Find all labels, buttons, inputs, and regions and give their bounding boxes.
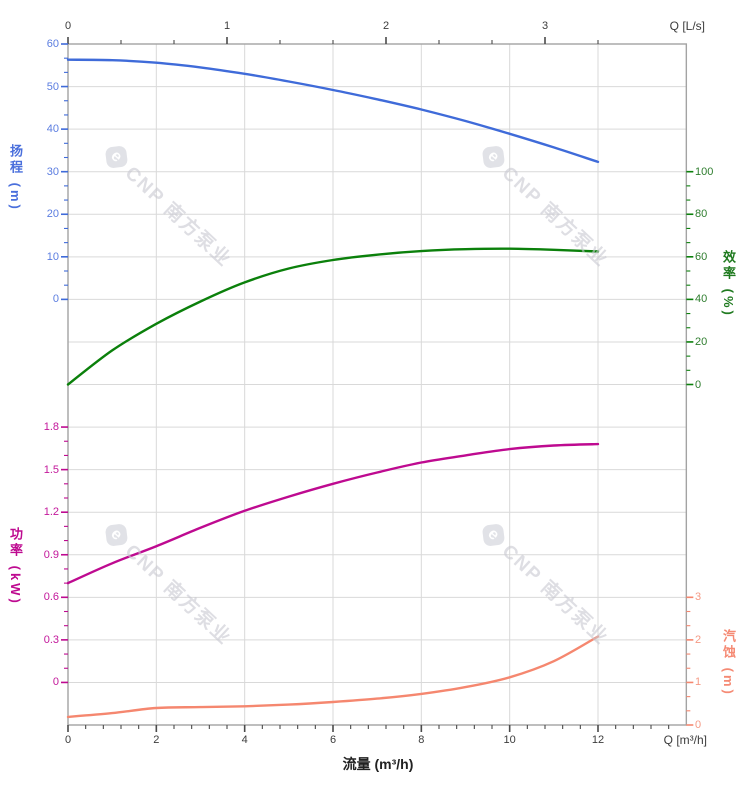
npsh-tick-label: 1 bbox=[695, 676, 702, 689]
power-tick-label: 0.6 bbox=[43, 591, 59, 604]
head-tick-label: 30 bbox=[46, 165, 59, 178]
x-bottom-tick-label: 8 bbox=[418, 734, 425, 746]
x-top-tick-label: 1 bbox=[223, 20, 231, 32]
power-tick-label: 1.8 bbox=[43, 421, 59, 434]
efficiency-tick-label: 80 bbox=[695, 208, 708, 221]
head-tick-label: 10 bbox=[46, 250, 59, 263]
x-top-tick-label: 2 bbox=[382, 20, 390, 32]
power-tick-label: 1.5 bbox=[43, 463, 59, 476]
flow-axis-title: 流量 (m³/h) bbox=[342, 756, 414, 772]
x-bottom-tick-label: 0 bbox=[64, 734, 72, 746]
head-tick-label: 60 bbox=[46, 38, 59, 50]
x-top-tick-label: 3 bbox=[541, 20, 549, 32]
efficiency-tick-label: 100 bbox=[695, 165, 714, 178]
npsh-tick-label: 0 bbox=[695, 719, 702, 731]
efficiency-tick-label: 20 bbox=[695, 335, 708, 348]
npsh-curve bbox=[66, 635, 600, 719]
power-tick-label: 0.9 bbox=[43, 548, 59, 561]
efficiency-tick-label: 0 bbox=[695, 378, 702, 391]
head-axis-title: 扬程 (m) bbox=[8, 144, 23, 212]
efficiency-tick-label: 60 bbox=[695, 250, 708, 263]
top-axis-unit-label: Q [L/s] bbox=[669, 19, 705, 33]
head-tick-label: 20 bbox=[46, 208, 59, 221]
x-bottom-tick-label: 6 bbox=[329, 734, 337, 746]
x-bottom-tick-label: 10 bbox=[503, 734, 516, 746]
npsh-tick-label: 3 bbox=[695, 591, 702, 604]
bottom-axis-unit-label: Q [m³/h] bbox=[663, 733, 707, 747]
power-tick-label: 0.3 bbox=[43, 633, 59, 646]
head-tick-label: 0 bbox=[52, 293, 59, 306]
x-bottom-tick-label: 4 bbox=[241, 734, 248, 746]
x-bottom-tick-label: 12 bbox=[591, 734, 605, 746]
head-curve bbox=[66, 58, 600, 164]
efficiency-curve bbox=[66, 247, 600, 386]
efficiency-tick-label: 40 bbox=[695, 293, 708, 306]
x-top-tick-label: 0 bbox=[64, 20, 72, 32]
power-curve bbox=[66, 442, 600, 585]
x-bottom-tick-label: 2 bbox=[153, 734, 160, 746]
power-axis-title: 功率 (kW) bbox=[8, 527, 23, 606]
power-tick-label: 0 bbox=[52, 676, 59, 689]
power-tick-label: 1.2 bbox=[43, 506, 59, 519]
head-tick-label: 50 bbox=[46, 80, 59, 93]
npsh-tick-label: 2 bbox=[695, 633, 702, 646]
efficiency-axis-title: 效率 (%) bbox=[721, 250, 736, 318]
head-tick-label: 40 bbox=[46, 123, 59, 136]
npsh-axis-title: 汽蚀 (m) bbox=[721, 629, 736, 697]
